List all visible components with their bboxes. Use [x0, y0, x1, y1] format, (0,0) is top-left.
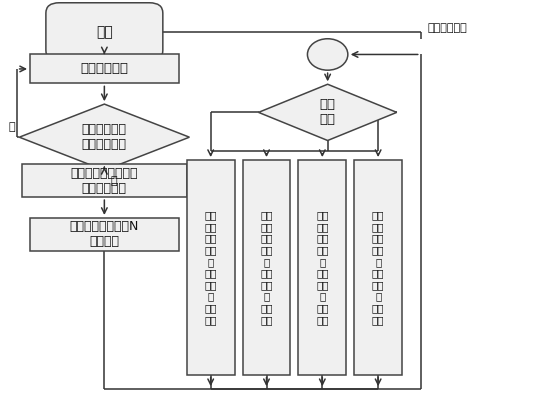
Text: 扫描全部信道: 扫描全部信道	[80, 62, 128, 76]
Polygon shape	[259, 84, 397, 141]
Text: 上级
分簇
分配
时隙
，
切换
信道
，
转发
数据: 上级 分簇 分配 时隙 ， 切换 信道 ， 转发 数据	[260, 210, 273, 325]
Text: 根据超帧扩展系数N
扩展超帧: 根据超帧扩展系数N 扩展超帧	[70, 220, 139, 249]
Text: 时隙
判定: 时隙 判定	[320, 98, 336, 127]
Text: 选择信号强度最小的
信道建立分簇: 选择信号强度最小的 信道建立分簇	[70, 166, 138, 195]
Bar	[30, 54, 179, 83]
Text: 开始: 开始	[96, 25, 113, 39]
Text: 是: 是	[111, 176, 117, 186]
Bar	[243, 160, 290, 375]
Bar	[30, 218, 179, 251]
Bar	[298, 160, 346, 375]
Text: 最小信号强度
小于最大阈值: 最小信号强度 小于最大阈值	[82, 123, 127, 151]
Text: 时隙调度循环: 时隙调度循环	[427, 22, 467, 32]
Bar	[187, 160, 235, 375]
Polygon shape	[19, 104, 189, 170]
Bar	[354, 160, 402, 375]
Circle shape	[308, 39, 348, 70]
Text: 否: 否	[9, 122, 15, 132]
FancyBboxPatch shape	[46, 3, 163, 61]
Text: 本级
分簇
广播
时隙
，
切换
信道
，
发送
数据: 本级 分簇 广播 时隙 ， 切换 信道 ， 发送 数据	[316, 210, 328, 325]
Text: 上级
分簇
广播
时隙
，
切换
信道
，
接收
广播: 上级 分簇 广播 时隙 ， 切换 信道 ， 接收 广播	[205, 210, 217, 325]
Text: 本级
分簇
分配
时隙
，
切换
信道
，
接收
数据: 本级 分簇 分配 时隙 ， 切换 信道 ， 接收 数据	[372, 210, 384, 325]
Bar	[22, 164, 187, 197]
